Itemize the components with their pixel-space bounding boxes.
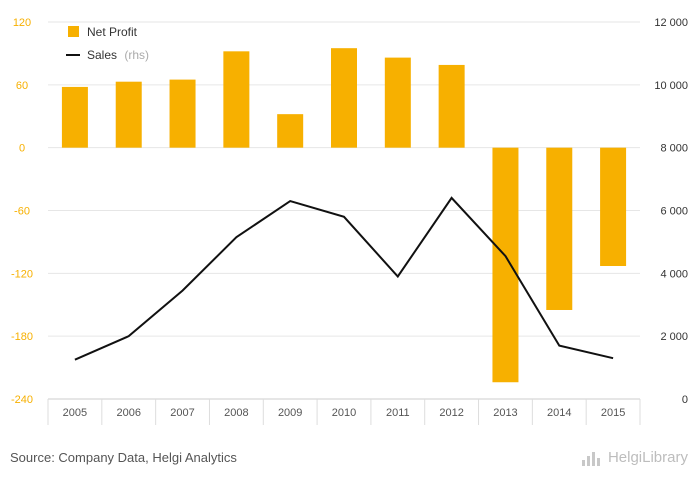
- y-right-tick-label: 6 000: [660, 206, 688, 218]
- source-note: Source: Company Data, Helgi Analytics: [10, 450, 237, 465]
- x-tick-label: 2013: [493, 407, 517, 419]
- brand-name: HelgiLibrary: [607, 449, 688, 466]
- y-left-tick-label: 120: [13, 17, 31, 29]
- x-tick-label: 2012: [439, 407, 463, 419]
- bar-net-profit-2014: [546, 147, 573, 310]
- y-left-tick-label: -240: [11, 394, 33, 406]
- y-left-tick-label: 60: [16, 80, 28, 92]
- y-right-tick-label: 4 000: [660, 268, 688, 280]
- bar-net-profit-2010: [331, 48, 357, 148]
- x-tick-label: 2005: [63, 407, 87, 419]
- x-tick-label: 2006: [116, 407, 140, 419]
- x-tick-label: 2015: [601, 407, 625, 419]
- axes: 2005 2006 2007 2008 2009 2010 2011 2012 2013 2014…: [11, 17, 688, 425]
- x-tick-label: 2008: [224, 407, 248, 419]
- brand-logo: HelgiLibrary: [581, 449, 688, 466]
- bar-net-profit-2008: [223, 51, 250, 148]
- chart: 2005 2006 2007 2008 2009 2010 2011 2012 2013 2014…: [11, 17, 688, 425]
- y-left-tick-label: -120: [11, 268, 33, 280]
- x-tick-label: 2009: [278, 407, 302, 419]
- sales-line: [74, 196, 614, 361]
- y-right-tick-label: 8 000: [660, 143, 688, 155]
- x-tick-label: 2014: [547, 407, 571, 419]
- bar-net-profit-2011: [384, 57, 411, 148]
- y-left-tick-label: 0: [19, 143, 25, 155]
- y-left-tick-label: -60: [14, 206, 30, 218]
- bar-net-profit-2015: [600, 147, 627, 267]
- x-tick-label: 2010: [332, 407, 356, 419]
- bar-net-profit-2012: [438, 64, 465, 148]
- net-profit-bars: [61, 48, 627, 383]
- brand-bars-icon: [581, 450, 604, 466]
- y-right-tick-label: 2 000: [660, 331, 688, 343]
- bar-net-profit-2006: [115, 81, 142, 148]
- x-tick-label: 2007: [170, 407, 194, 419]
- bar-net-profit-2007: [169, 79, 196, 148]
- legend-label-net-profit: Net Profit: [87, 25, 138, 39]
- legend-label-sales: Sales (rhs): [87, 48, 149, 62]
- bar-net-profit-2005: [61, 86, 88, 148]
- legend-sales-name: Sales: [87, 48, 117, 62]
- legend-sales-suffix: (rhs): [124, 48, 149, 62]
- y-right-tick-label: 0: [682, 394, 688, 406]
- y-left-tick-label: -180: [11, 331, 33, 343]
- bar-net-profit-2009: [277, 114, 304, 148]
- bar-net-profit-2013: [492, 147, 519, 383]
- y-right-tick-label: 12 000: [654, 17, 688, 29]
- legend-swatch-net-profit: [68, 26, 79, 37]
- sales-line-group: [74, 196, 614, 361]
- y-right-tick-label: 10 000: [654, 80, 688, 92]
- x-tick-label: 2011: [386, 407, 410, 419]
- legend: Net Profit Sales (rhs): [66, 25, 149, 62]
